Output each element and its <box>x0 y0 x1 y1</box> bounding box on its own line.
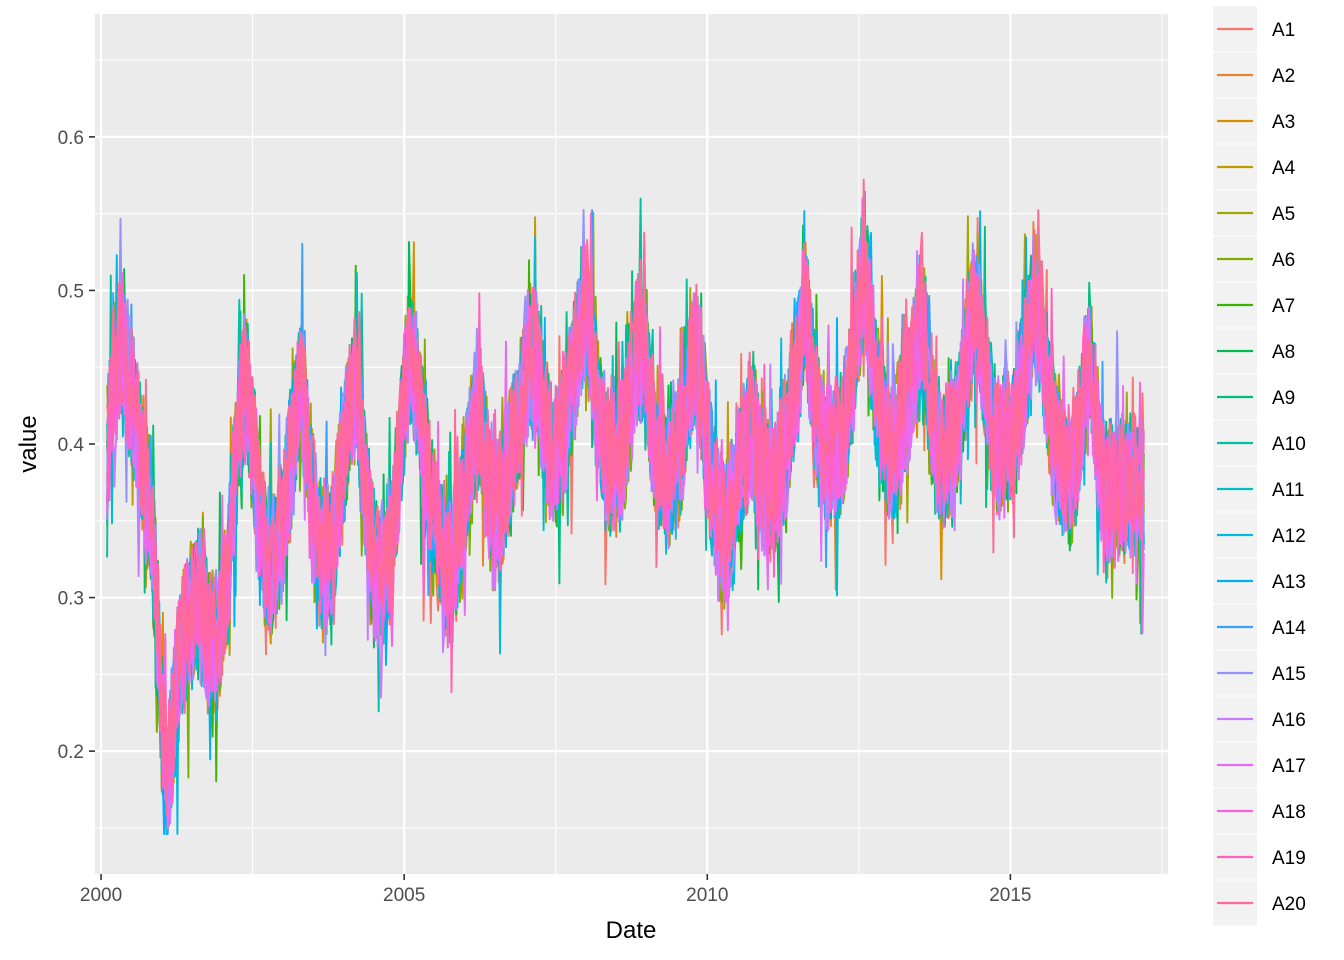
legend-label-a9: A9 <box>1272 388 1295 409</box>
legend-label-a16: A16 <box>1272 710 1306 731</box>
x-tick-label: 2000 <box>80 885 122 906</box>
y-tick-label: 0.3 <box>58 589 84 610</box>
legend-label-a11: A11 <box>1272 480 1304 501</box>
legend-label-a14: A14 <box>1272 618 1306 639</box>
y-tick-label: 0.6 <box>58 128 84 149</box>
series-line-a20 <box>106 178 1145 817</box>
legend-label-a5: A5 <box>1272 204 1295 225</box>
y-axis-title: value <box>15 415 42 472</box>
legend-label-a7: A7 <box>1272 296 1295 317</box>
legend-label-a12: A12 <box>1272 526 1306 547</box>
legend-label-a15: A15 <box>1272 664 1306 685</box>
y-tick-label: 0.4 <box>58 435 85 456</box>
x-axis: 2000 2005 2010 2015 <box>80 874 1032 906</box>
legend-label-a4: A4 <box>1272 158 1296 179</box>
legend-label-a18: A18 <box>1272 802 1306 823</box>
legend-label-a20: A20 <box>1272 894 1306 915</box>
legend-label-a19: A19 <box>1272 848 1306 869</box>
legend-label-a10: A10 <box>1272 434 1306 455</box>
x-tick-label: 2005 <box>383 885 425 906</box>
legend-label-a3: A3 <box>1272 112 1295 133</box>
legend-label-a17: A17 <box>1272 756 1306 777</box>
legend-label-a8: A8 <box>1272 342 1295 363</box>
x-tick-label: 2015 <box>989 885 1031 906</box>
series-lines <box>106 178 1145 836</box>
y-tick-label: 0.5 <box>58 281 84 302</box>
y-tick-label: 0.2 <box>58 742 84 763</box>
legend-label-a2: A2 <box>1272 66 1295 87</box>
y-axis: 0.2 0.3 0.4 0.5 0.6 <box>58 128 95 763</box>
legend-label-a13: A13 <box>1272 572 1306 593</box>
x-tick-label: 2010 <box>686 885 728 906</box>
legend-label-a1: A1 <box>1272 20 1295 41</box>
legend: A1 A2 A3 A4 A5 A6 A7 A8 A9 A10 A11 A12 A13 A14 A15 A16 A… <box>1213 6 1306 926</box>
x-axis-title: Date <box>606 917 657 944</box>
legend-label-a6: A6 <box>1272 250 1295 271</box>
